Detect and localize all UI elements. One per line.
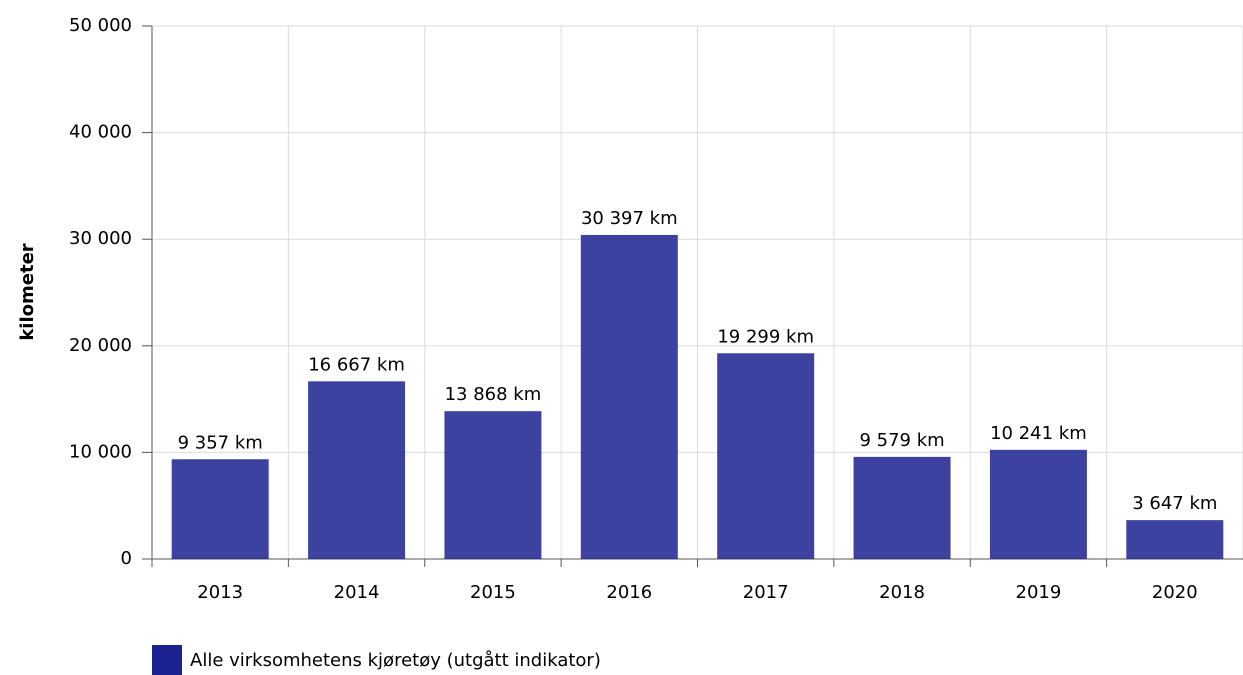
x-tick-label: 2013 — [197, 582, 243, 603]
y-tick-label: 10 000 — [69, 441, 132, 462]
legend-swatch — [152, 645, 182, 675]
bar — [1126, 520, 1224, 559]
bar — [853, 456, 951, 559]
data-label: 30 397 km — [581, 208, 678, 229]
bar — [308, 381, 406, 559]
data-label: 3 647 km — [1132, 493, 1217, 514]
x-tick-label: 2017 — [743, 582, 789, 603]
bar — [989, 449, 1087, 559]
y-tick-label: 30 000 — [69, 228, 132, 249]
bar — [580, 234, 678, 559]
x-tick-label: 2020 — [1152, 582, 1198, 603]
x-tick-label: 2018 — [879, 582, 925, 603]
x-tick-label: 2014 — [334, 582, 380, 603]
bar — [717, 353, 815, 559]
y-tick-label: 40 000 — [69, 122, 132, 143]
x-tick-label: 2019 — [1016, 582, 1062, 603]
legend-label: Alle virksomhetens kjøretøy (utgått indi… — [190, 650, 601, 671]
y-tick-label: 0 — [121, 548, 132, 569]
y-tick-label: 50 000 — [69, 15, 132, 36]
data-label: 9 357 km — [178, 432, 263, 453]
data-label: 19 299 km — [717, 326, 814, 347]
y-tick-label: 20 000 — [69, 335, 132, 356]
data-label: 9 579 km — [859, 430, 944, 451]
x-tick-label: 2016 — [606, 582, 652, 603]
y-axis-label: kilometer — [17, 243, 38, 340]
x-tick-label: 2015 — [470, 582, 516, 603]
data-label: 13 868 km — [445, 384, 542, 405]
bar — [444, 411, 542, 559]
data-label: 16 667 km — [308, 354, 405, 375]
bar — [171, 459, 269, 559]
data-label: 10 241 km — [990, 423, 1087, 444]
